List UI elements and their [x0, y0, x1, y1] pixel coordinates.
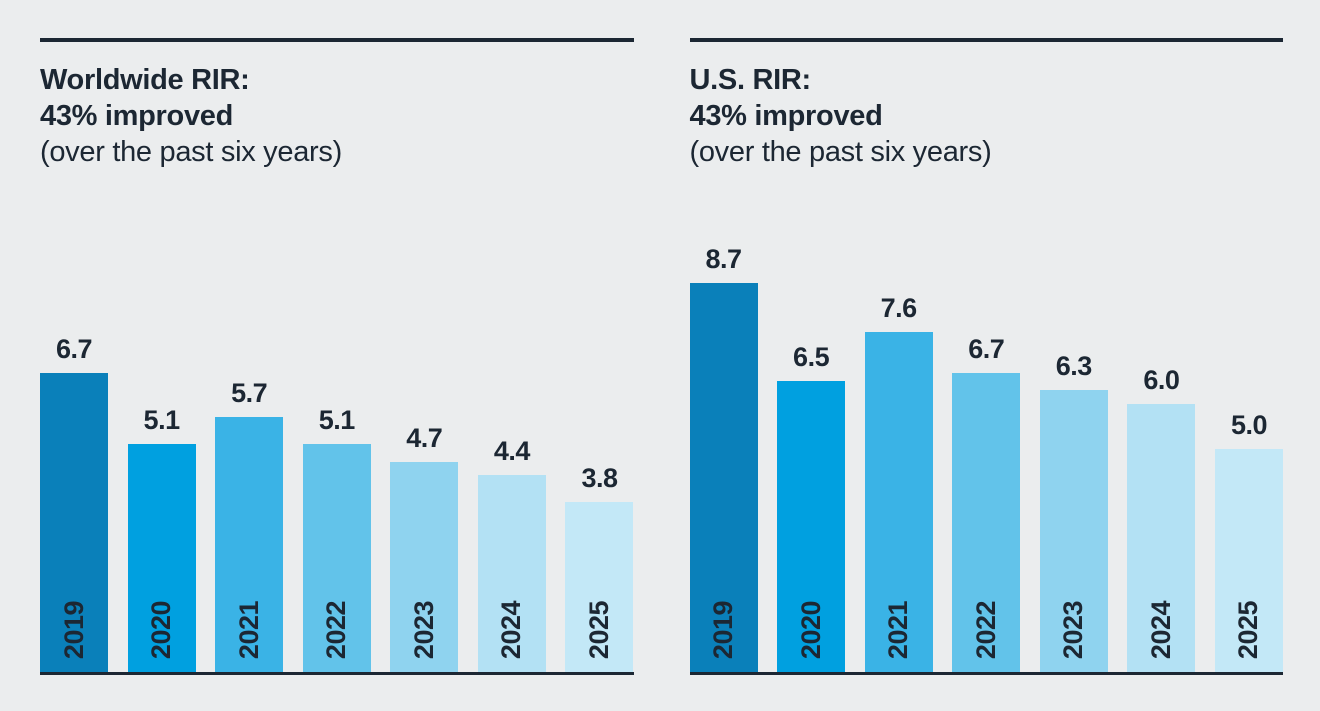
bar-year-wrap: 2023	[390, 601, 458, 659]
bar-year-wrap: 2025	[565, 601, 633, 659]
bar-2020: 2020	[777, 381, 846, 672]
bar-year-label: 2019	[58, 600, 89, 659]
chart-title-line2: 43% improved	[689, 100, 883, 132]
bar-column: 6.0 2024	[1127, 363, 1196, 672]
bar-column: 6.5 2020	[777, 340, 846, 672]
bar-value-label: 5.1	[143, 405, 181, 435]
top-rule	[689, 38, 1283, 42]
bar-year-wrap: 2021	[865, 601, 933, 659]
x-axis-baseline	[40, 672, 634, 675]
bar-value-label: 4.7	[406, 422, 443, 453]
bar-2021: 2021	[864, 332, 933, 672]
bar-2023: 2023	[390, 461, 459, 672]
bar-year-label: 2021	[883, 600, 914, 659]
bar-year-wrap: 2022	[952, 601, 1020, 659]
bar-column: 5.0 2025	[1214, 408, 1283, 672]
bar-column: 5.7 2021	[215, 376, 284, 672]
bar-year-wrap: 2020	[777, 601, 845, 659]
bar-year-wrap: 2020	[128, 601, 196, 659]
bar-value-label: 5.7	[231, 378, 268, 409]
bar-year-label: 2021	[233, 600, 264, 659]
bar-column: 5.1 2022	[302, 403, 371, 672]
bar-2023: 2023	[1039, 390, 1108, 672]
bar-column: 6.7 2019	[40, 332, 108, 672]
bar-2019: 2019	[40, 372, 108, 672]
bar-column: 8.7 2019	[689, 242, 758, 672]
bar-year-label: 2020	[146, 600, 177, 659]
chart-title-line2: 43% improved	[40, 100, 234, 132]
bar-2021: 2021	[215, 417, 284, 672]
bar-year-label: 2023	[1058, 600, 1089, 659]
us-rir-chart-panel: U.S. RIR: 43% improved (over the past si…	[689, 38, 1284, 675]
bar-2019: 2019	[689, 283, 758, 672]
bar-2025: 2025	[565, 502, 634, 672]
bar-column: 4.7 2023	[390, 421, 459, 672]
bar-column: 5.1 2020	[127, 403, 196, 672]
bar-year-label: 2020	[795, 600, 826, 659]
bar-column: 3.8 2025	[565, 461, 634, 672]
bar-column: 4.4 2024	[477, 434, 546, 672]
bar-value-label: 6.7	[55, 333, 93, 364]
bar-year-label: 2022	[321, 600, 352, 659]
bar-2024: 2024	[477, 475, 546, 672]
bar-2025: 2025	[1214, 448, 1283, 672]
chart-title-line1: U.S. RIR:	[689, 64, 812, 96]
bar-year-wrap: 2024	[1127, 601, 1195, 659]
bar-column: 6.3 2023	[1039, 349, 1108, 672]
bar-year-wrap: 2021	[215, 601, 283, 659]
chart-title-line3: (over the past six years)	[40, 136, 342, 168]
bar-year-wrap: 2019	[40, 601, 108, 659]
bar-year-label: 2019	[708, 600, 738, 659]
bar-value-label: 6.7	[968, 333, 1005, 364]
bar-year-label: 2025	[1233, 600, 1264, 659]
x-axis-baseline	[689, 672, 1283, 675]
bar-value-label: 4.4	[493, 436, 531, 467]
bar-year-label: 2024	[496, 600, 527, 659]
bar-value-label: 6.5	[793, 342, 830, 373]
bar-2022: 2022	[952, 372, 1021, 672]
bar-value-label: 7.6	[880, 293, 918, 324]
bar-year-wrap: 2025	[1215, 601, 1283, 659]
bar-column: 7.6 2021	[864, 291, 933, 672]
bar-2020: 2020	[127, 444, 196, 672]
bar-year-wrap: 2019	[690, 601, 758, 659]
chart-title: Worldwide RIR: 43% improved (over the pa…	[40, 62, 634, 170]
bar-year-label: 2025	[583, 600, 614, 659]
bar-2024: 2024	[1127, 403, 1196, 672]
bar-value-label: 5.1	[318, 405, 356, 435]
bar-value-label: 6.3	[1055, 351, 1093, 382]
worldwide-rir-chart-panel: Worldwide RIR: 43% improved (over the pa…	[40, 38, 634, 675]
top-rule	[40, 38, 634, 42]
bar-year-wrap: 2022	[303, 601, 371, 659]
chart-title-line3: (over the past six years)	[689, 136, 992, 168]
bars: 8.7 2019 6.5 2020 7.6 2021 6.7 2022 6.3	[689, 242, 1284, 672]
bar-year-wrap: 2023	[1040, 601, 1108, 659]
bar-value-label: 8.7	[705, 244, 742, 275]
bar-column: 6.7 2022	[952, 332, 1021, 672]
bar-year-label: 2022	[970, 600, 1001, 659]
bars: 6.7 2019 5.1 2020 5.7 2021 5.1 2022 4.7	[40, 242, 634, 672]
bar-value-label: 3.8	[581, 463, 618, 494]
bar-year-label: 2023	[408, 600, 439, 659]
chart-title: U.S. RIR: 43% improved (over the past si…	[690, 62, 1284, 170]
bar-value-label: 5.0	[1230, 409, 1268, 440]
bar-year-label: 2024	[1145, 600, 1176, 659]
bar-year-wrap: 2024	[478, 601, 546, 659]
bar-value-label: 6.0	[1143, 364, 1180, 395]
bar-2022: 2022	[302, 444, 371, 672]
chart-title-line1: Worldwide RIR:	[40, 64, 250, 96]
